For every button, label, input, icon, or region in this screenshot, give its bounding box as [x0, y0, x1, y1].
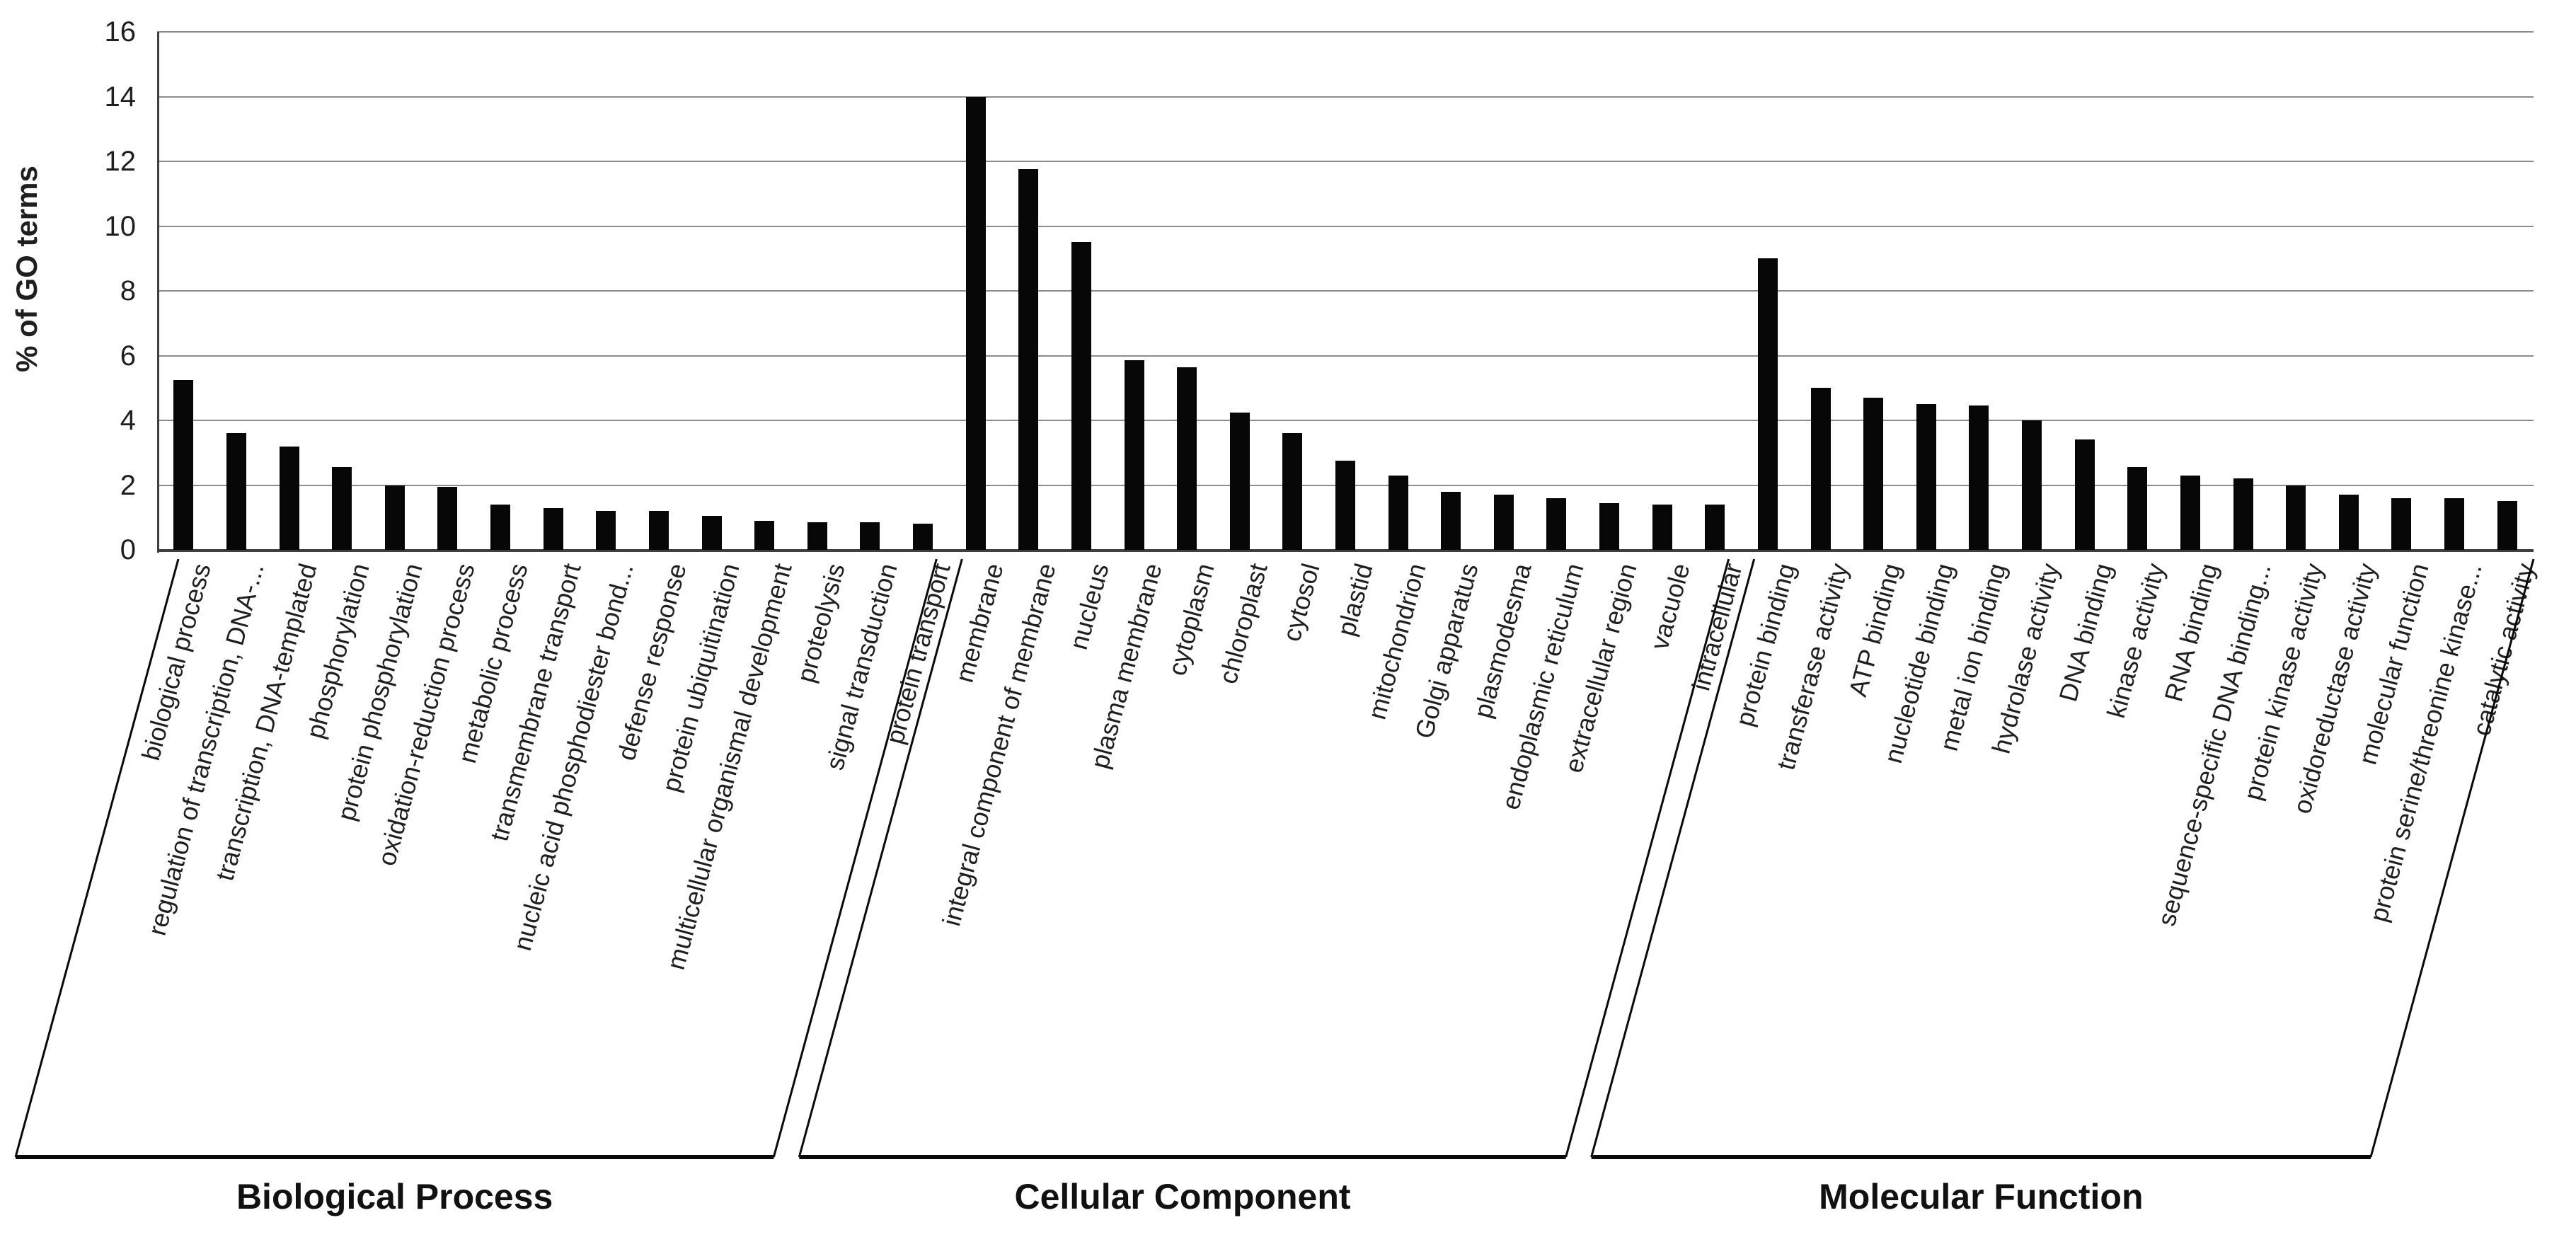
bar — [1124, 360, 1144, 550]
bar — [1388, 475, 1408, 550]
group-leader-right — [772, 558, 938, 1158]
bar — [1652, 504, 1672, 550]
bar — [1705, 504, 1725, 550]
bar — [1810, 388, 1831, 550]
group-leader-left — [1590, 558, 1756, 1158]
gridline-14 — [157, 96, 2534, 98]
y-axis-line — [157, 32, 159, 553]
bar — [332, 467, 352, 550]
bar — [1546, 497, 1567, 550]
y-tick-label-6: 6 — [120, 340, 136, 372]
x-axis-line — [157, 549, 2534, 552]
bar — [1282, 433, 1303, 550]
bar — [2233, 478, 2253, 550]
bar — [384, 485, 405, 550]
bar — [2127, 467, 2148, 550]
y-tick-label-8: 8 — [120, 275, 136, 306]
group-label: Molecular Function — [1819, 1177, 2144, 1216]
y-tick-label-0: 0 — [120, 534, 136, 565]
group-label: Cellular Component — [1014, 1177, 1351, 1216]
y-tick-label-16: 16 — [104, 16, 137, 47]
bar — [2180, 475, 2200, 550]
bar — [1969, 405, 1989, 550]
group-label: Biological Process — [236, 1177, 553, 1216]
bar — [1441, 491, 1461, 550]
bar — [279, 446, 299, 550]
bar — [1071, 242, 1091, 550]
y-tick-label-4: 4 — [120, 405, 136, 436]
bar — [596, 511, 616, 550]
bar — [173, 379, 194, 550]
bar — [1335, 461, 1355, 550]
bar — [1599, 502, 1620, 550]
gridline-16 — [157, 31, 2534, 33]
gridline-4 — [157, 420, 2534, 421]
bar — [1018, 169, 1039, 550]
bar — [2074, 439, 2095, 550]
gridline-12 — [157, 161, 2534, 162]
bar — [807, 522, 827, 550]
bar — [543, 507, 563, 550]
bar — [1177, 367, 1197, 550]
group-leader-right — [1565, 558, 1730, 1158]
bar — [754, 520, 775, 550]
bar — [860, 522, 880, 550]
y-tick-label-12: 12 — [104, 146, 137, 177]
bar — [1863, 397, 1884, 550]
bar — [701, 515, 722, 550]
bar — [437, 486, 458, 550]
gridline-8 — [157, 290, 2534, 292]
bar — [913, 524, 933, 550]
y-tick-label-10: 10 — [104, 210, 137, 242]
gridline-10 — [157, 225, 2534, 227]
y-tick-label-2: 2 — [120, 469, 136, 501]
bar — [490, 504, 511, 550]
bar — [2286, 485, 2306, 550]
bar — [2391, 497, 2412, 550]
bar — [1493, 495, 1514, 550]
bar — [1229, 412, 1250, 550]
group-leader-left — [14, 558, 180, 1158]
y-tick-label-14: 14 — [104, 81, 137, 113]
bar — [1916, 404, 1936, 550]
gridline-6 — [157, 355, 2534, 357]
group-leader-left — [798, 558, 963, 1158]
bar — [965, 96, 986, 550]
bar — [2444, 497, 2465, 550]
group-leader-right — [2369, 558, 2535, 1158]
bar — [2338, 495, 2359, 550]
bar — [226, 433, 246, 550]
bar — [648, 511, 669, 550]
bar — [1757, 258, 1778, 550]
bar — [2497, 501, 2517, 550]
bar — [2022, 420, 2042, 550]
